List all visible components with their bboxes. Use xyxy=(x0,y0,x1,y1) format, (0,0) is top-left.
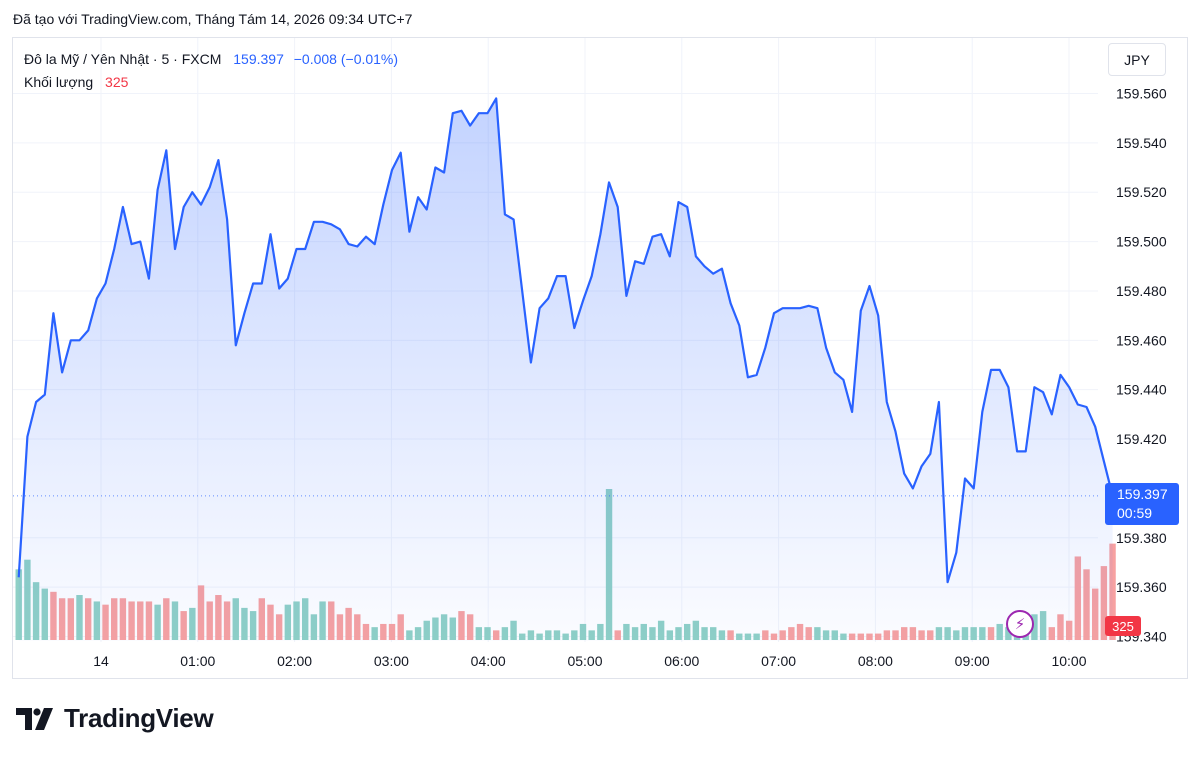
legend-change: −0.008 (−0.01%) xyxy=(293,51,399,67)
x-tick-label: 03:00 xyxy=(374,653,409,669)
y-tick-label: 159.560 xyxy=(1116,86,1167,102)
price-line xyxy=(17,97,1114,584)
x-tick-label: 10:00 xyxy=(1051,653,1086,669)
last-price-value: 159.397 xyxy=(1117,486,1168,502)
y-tick-label: 159.460 xyxy=(1116,332,1167,348)
lightning-icon[interactable]: ⚡ xyxy=(1006,610,1034,638)
x-tick-label: 07:00 xyxy=(761,653,796,669)
chart-created-caption: Đã tạo với TradingView.com, Tháng Tám 14… xyxy=(13,11,413,27)
x-tick-label: 06:00 xyxy=(664,653,699,669)
y-tick-label: 159.420 xyxy=(1116,431,1167,447)
x-tick-label: 05:00 xyxy=(567,653,602,669)
bar-countdown: 00:59 xyxy=(1117,505,1153,521)
last-price-tag: 159.397 00:59 xyxy=(1105,483,1179,525)
y-tick-label: 159.500 xyxy=(1116,234,1167,250)
volume-label[interactable]: Khối lượng xyxy=(24,74,94,90)
y-tick-label: 159.480 xyxy=(1116,283,1167,299)
y-tick-label: 159.440 xyxy=(1116,382,1167,398)
legend-price: 159.397 xyxy=(233,51,284,67)
x-tick-label: 08:00 xyxy=(858,653,893,669)
currency-button[interactable]: JPY xyxy=(1108,43,1166,76)
y-tick-label: 159.540 xyxy=(1116,135,1167,151)
volume-value: 325 xyxy=(105,74,129,90)
x-tick-label: 01:00 xyxy=(180,653,215,669)
x-tick-label: 09:00 xyxy=(955,653,990,669)
y-tick-label: 159.520 xyxy=(1116,184,1167,200)
chart-frame xyxy=(12,37,1188,679)
tradingview-logo-icon xyxy=(16,707,53,730)
symbol-title[interactable]: Đô la Mỹ / Yên Nhật · 5 · FXCM xyxy=(24,51,222,67)
y-tick-label: 159.380 xyxy=(1116,530,1167,546)
last-volume-tag: 325 xyxy=(1105,616,1141,636)
x-tick-label: 14 xyxy=(93,653,109,669)
brand-name: TradingView xyxy=(64,703,214,733)
x-tick-label: 04:00 xyxy=(471,653,506,669)
chart-legend: Đô la Mỹ / Yên Nhật · 5 · FXCM 159.397 −… xyxy=(24,48,398,94)
tradingview-logo[interactable]: TradingView xyxy=(16,703,214,734)
x-tick-label: 02:00 xyxy=(277,653,312,669)
price-area xyxy=(18,98,1113,641)
y-tick-label: 159.360 xyxy=(1116,579,1167,595)
